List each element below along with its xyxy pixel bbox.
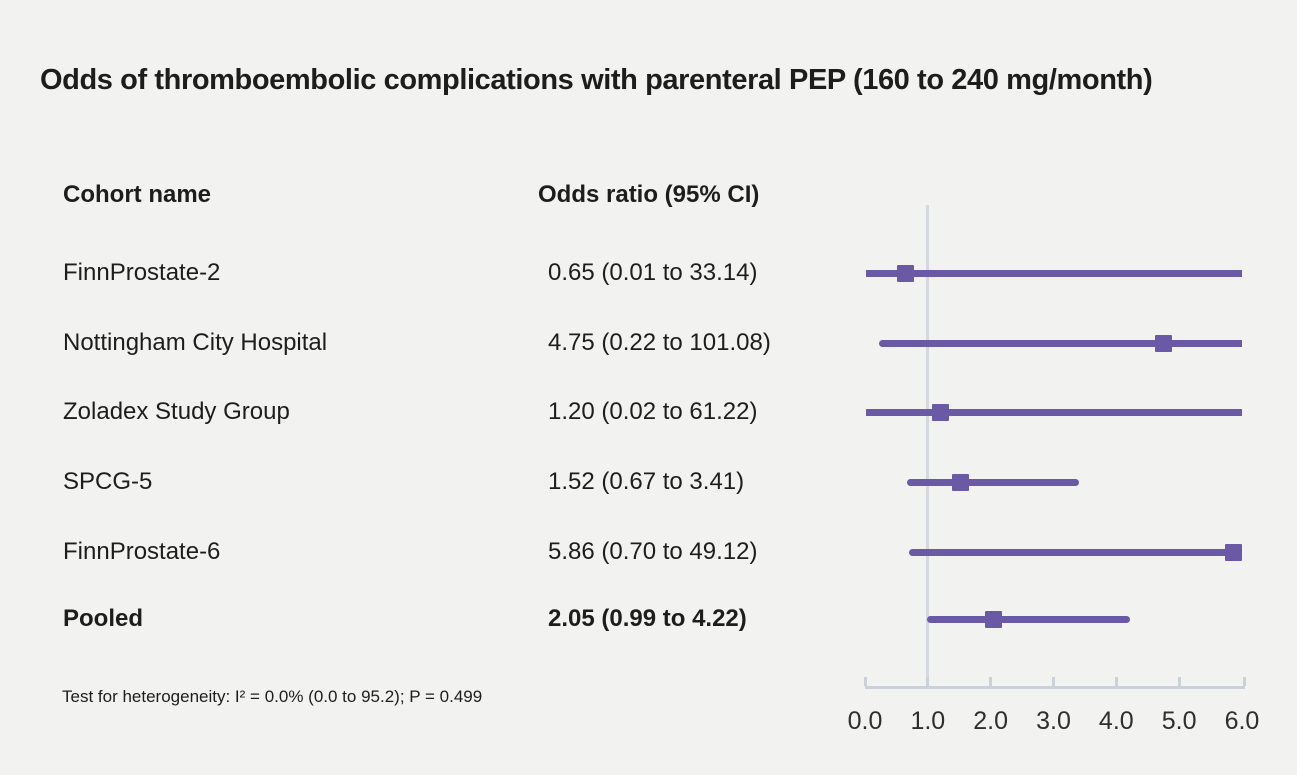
odds-ratio-value: 1.20 (0.02 to 61.22): [548, 398, 758, 425]
x-axis-tick: [1177, 677, 1181, 686]
odds-ratio-value: 5.86 (0.70 to 49.12): [548, 538, 758, 565]
confidence-interval-line: [908, 548, 1242, 556]
point-estimate-marker: [985, 610, 1003, 628]
chart-title: Odds of thromboembolic complications wit…: [40, 64, 1153, 96]
x-axis-tick: [1051, 677, 1055, 686]
point-estimate-marker: [897, 264, 915, 282]
x-axis-tick-label: 6.0: [1224, 707, 1260, 735]
odds-ratio-value: 4.75 (0.22 to 101.08): [548, 329, 771, 356]
confidence-interval-line: [878, 339, 1242, 347]
x-axis-tick: [1114, 677, 1118, 686]
x-axis-tick-label: 5.0: [1161, 707, 1197, 735]
x-axis-tick: [1243, 677, 1247, 686]
cohort-label: Nottingham City Hospital: [63, 329, 328, 356]
point-estimate-marker: [1154, 334, 1172, 352]
x-axis-tick: [989, 677, 993, 686]
cohort-name-column-header: Cohort name: [63, 181, 212, 208]
x-axis-tick-label: 3.0: [1036, 707, 1071, 735]
point-estimate-marker: [1224, 543, 1242, 561]
odds-ratio-column-header: Odds ratio (95% CI): [538, 181, 760, 208]
x-axis-baseline: [865, 686, 1245, 689]
point-estimate-marker: [931, 403, 949, 421]
x-axis-tick-label: 2.0: [973, 707, 1009, 735]
x-axis-tick: [926, 677, 930, 686]
confidence-interval-line: [927, 615, 1131, 623]
confidence-interval-line: [907, 478, 1080, 486]
x-axis-tick-label: 1.0: [910, 707, 946, 735]
x-axis-tick: [863, 677, 867, 686]
confidence-interval-line: [866, 408, 1242, 416]
x-axis-tick-label: 4.0: [1098, 707, 1134, 735]
cohort-label: FinnProstate-2: [63, 259, 221, 286]
cohort-label: Zoladex Study Group: [63, 398, 290, 425]
confidence-interval-line: [865, 269, 1242, 277]
heterogeneity-footnote: Test for heterogeneity: I² = 0.0% (0.0 t…: [62, 687, 483, 706]
point-estimate-marker: [952, 473, 969, 491]
odds-ratio-value: 0.65 (0.01 to 33.14): [548, 259, 758, 286]
odds-ratio-value: 2.05 (0.99 to 4.22): [548, 605, 747, 632]
reference-line-or-1: [926, 205, 930, 686]
odds-ratio-value: 1.52 (0.67 to 3.41): [548, 468, 745, 495]
cohort-label: Pooled: [63, 605, 144, 632]
cohort-label: SPCG-5: [63, 468, 153, 495]
x-axis-tick-label: 0.0: [847, 707, 883, 735]
cohort-label: FinnProstate-6: [63, 538, 221, 565]
